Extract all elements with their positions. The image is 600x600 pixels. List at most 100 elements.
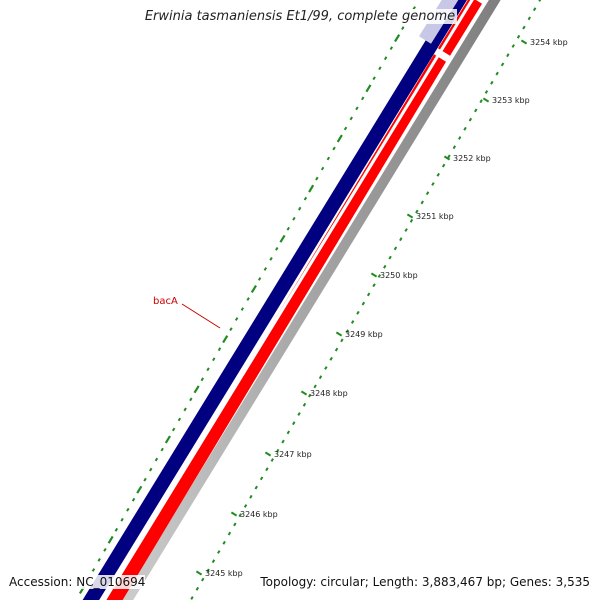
scale-minor-tick: [393, 246, 398, 251]
accession-text: Accession: NC_010694: [9, 575, 146, 589]
outer-tick: [206, 367, 210, 372]
scale-tick-label: 3253 kbp: [492, 96, 530, 105]
outer-tick: [394, 34, 401, 43]
scale-minor-tick: [372, 283, 376, 288]
outer-tick: [263, 267, 268, 271]
outer-tick: [177, 417, 182, 422]
scale-minor-tick: [308, 393, 312, 398]
scale-minor-tick: [436, 172, 440, 177]
outer-tick: [355, 106, 359, 111]
scale-minor-tick: [249, 494, 253, 499]
scale-minor-tick: [324, 366, 328, 370]
outer-tick: [234, 317, 239, 321]
outer-tick: [365, 84, 372, 93]
scale-minor-tick: [415, 209, 419, 214]
scale-minor-tick: [516, 34, 521, 39]
outer-tick: [97, 558, 101, 562]
outer-tick: [372, 76, 376, 81]
outer-tick: [303, 196, 308, 201]
scale-minor-tick: [313, 384, 317, 389]
scale-minor-tick: [233, 522, 237, 527]
scale-major-tick: [443, 155, 451, 161]
strand-separator: [102, 0, 474, 600]
outer-tick: [103, 547, 107, 552]
scale-minor-tick: [399, 237, 403, 242]
outer-tick: [171, 427, 176, 432]
scale-minor-tick: [270, 458, 274, 462]
outer-tick: [275, 246, 279, 251]
scale-minor-tick: [532, 7, 537, 12]
scale-tick-label: 3248 kbp: [310, 389, 348, 398]
scale-minor-tick: [420, 200, 424, 205]
scale-minor-tick: [522, 25, 526, 30]
scale-minor-tick: [458, 136, 462, 140]
outer-tick: [250, 285, 257, 293]
scale-tick-label: 3245 kbp: [205, 569, 243, 578]
scale-minor-tick: [468, 117, 473, 122]
scale-minor-tick: [447, 154, 451, 159]
scale-major-tick: [335, 331, 343, 337]
scale-minor-tick: [211, 559, 216, 564]
scale-minor-tick: [506, 53, 510, 58]
scale-minor-tick: [201, 577, 205, 582]
scale-minor-tick: [259, 476, 264, 481]
scale-minor-tick: [383, 264, 387, 269]
scale-minor-tick: [340, 338, 344, 343]
outer-tick: [154, 457, 159, 462]
scale-minor-tick: [495, 71, 499, 76]
outer-tick: [120, 517, 124, 522]
genome-summary: Topology: circular; Length: 3,883,467 bp…: [260, 575, 590, 589]
outer-tick: [229, 327, 233, 332]
scale-minor-tick: [350, 320, 355, 324]
scale-minor-tick: [227, 531, 232, 536]
outer-tick: [246, 297, 250, 301]
outer-tick: [320, 166, 325, 171]
outer-tick: [257, 277, 262, 281]
scale-minor-tick: [425, 191, 430, 196]
scale-major-tick: [482, 97, 490, 103]
outer-tick: [143, 477, 147, 482]
outer-tick: [160, 447, 164, 452]
backbone-band: [121, 0, 501, 600]
scale-minor-tick: [238, 513, 242, 518]
outer-tick: [183, 407, 187, 412]
scale-minor-tick: [366, 292, 371, 297]
outer-tick: [349, 116, 353, 121]
scale-tick-label: 3250 kbp: [380, 271, 418, 280]
outer-tick: [343, 126, 348, 131]
genome-title: Erwinia tasmaniensis Et1/99, complete ge…: [142, 9, 458, 24]
scale-minor-tick: [527, 16, 531, 21]
scale-minor-tick: [377, 274, 382, 278]
scale-minor-tick: [222, 540, 226, 545]
outer-tick: [286, 226, 290, 231]
strand-bands: [82, 0, 501, 600]
scale-minor-tick: [484, 90, 489, 94]
gene-annotation: bacA: [153, 296, 221, 329]
outer-tick: [308, 184, 315, 193]
scale-minor-tick: [345, 329, 349, 334]
scale-minor-tick: [479, 99, 483, 104]
scale-minor-tick: [388, 255, 392, 260]
scale-minor-tick: [302, 402, 307, 407]
scale-minor-tick: [334, 347, 339, 352]
scale-minor-tick: [217, 550, 221, 554]
scale-minor-tick: [243, 504, 248, 508]
outer-tick: [332, 146, 336, 151]
scale-tick-label: 3246 kbp: [240, 510, 278, 519]
scale-minor-tick: [318, 375, 323, 380]
outer-tick: [378, 66, 382, 71]
scale-minor-tick: [500, 62, 505, 67]
outer-tick: [412, 6, 416, 10]
scale-tick-label: 3251 kbp: [416, 212, 454, 221]
scale-minor-tick: [275, 448, 280, 453]
gene-label-bacA[interactable]: bacA: [153, 296, 178, 307]
scale-labels: 3245 kbp 3246 kbp 3247 kbp 3248 kbp 3249 kbp…: [205, 38, 568, 578]
outer-tick: [91, 568, 96, 572]
scale-minor-tick: [490, 80, 494, 85]
outer-tick: [269, 256, 273, 261]
scale-minor-tick: [356, 310, 360, 315]
scale-major-tick: [195, 570, 203, 576]
scale-minor-tick: [463, 126, 467, 131]
scale-tick-label: 3252 kbp: [453, 154, 491, 163]
scale-minor-tick: [297, 412, 301, 416]
